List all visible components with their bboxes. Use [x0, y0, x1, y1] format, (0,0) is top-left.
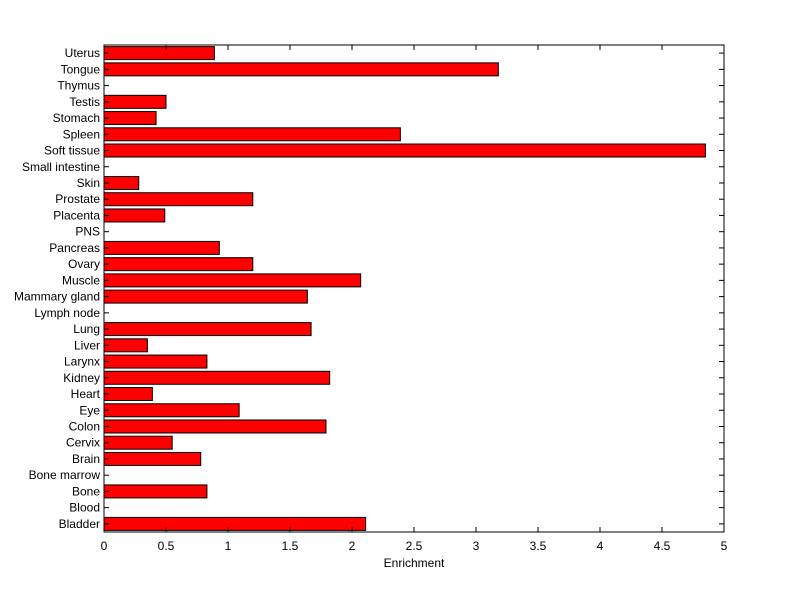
bar-uterus	[103, 46, 215, 61]
y-tick-label: Bone marrow	[29, 468, 101, 482]
y-tick-label: Larynx	[64, 355, 100, 369]
y-tick-label: Thymus	[57, 79, 100, 93]
bar-larynx	[103, 354, 208, 369]
bar-soft-tissue	[103, 143, 706, 158]
x-tick-label: 1.5	[282, 539, 299, 553]
y-tick-label: Small intestine	[22, 160, 100, 174]
y-tick-label: PNS	[75, 225, 100, 239]
x-tick-label: 3.5	[530, 539, 547, 553]
x-tick-label: 5	[721, 539, 728, 553]
ticks-layer	[103, 45, 725, 532]
y-tick-label: Spleen	[63, 127, 100, 141]
y-tick-label: Tongue	[61, 62, 101, 76]
bar-mammary-gland	[103, 289, 308, 304]
y-tick-label: Placenta	[53, 208, 100, 222]
y-tick-label: Colon	[69, 419, 100, 433]
bar-pancreas	[103, 240, 220, 255]
y-tick-label: Uterus	[65, 46, 100, 60]
y-tick-label: Eye	[79, 403, 100, 417]
bars-layer	[103, 46, 706, 531]
bar-liver	[103, 338, 148, 353]
y-tick-label: Testis	[69, 95, 100, 109]
x-tick-label: 4.5	[654, 539, 671, 553]
bar-lung	[103, 322, 312, 337]
y-tick-label: Heart	[71, 387, 101, 401]
bar-bone	[103, 484, 208, 499]
x-tick-label: 0	[101, 539, 108, 553]
y-tick-label: Ovary	[68, 257, 100, 271]
y-tick-label: Pancreas	[49, 241, 100, 255]
x-tick-label: 3	[473, 539, 480, 553]
bar-muscle	[103, 273, 362, 288]
bar-spleen	[103, 127, 401, 142]
y-tick-label: Blood	[69, 501, 100, 515]
y-tick-label: Prostate	[55, 192, 100, 206]
bar-prostate	[103, 192, 254, 207]
y-tick-label: Muscle	[62, 273, 100, 287]
bar-cervix	[103, 435, 173, 450]
x-tick-label: 1	[225, 539, 232, 553]
bar-skin	[103, 175, 140, 190]
x-tick-label: 2	[349, 539, 356, 553]
y-tick-label: Lymph node	[34, 306, 100, 320]
y-tick-label: Bone	[72, 484, 100, 498]
y-tick-label: Cervix	[66, 436, 100, 450]
y-tick-label: Skin	[77, 176, 100, 190]
bar-eye	[103, 403, 240, 418]
y-tick-label: Bladder	[59, 517, 100, 531]
x-tick-label: 4	[597, 539, 604, 553]
labels-layer: Bladder Blood Bone Bone marrow Brain Cervix Co…	[14, 46, 728, 553]
y-tick-label: Kidney	[63, 371, 100, 385]
x-tick-label: 2.5	[406, 539, 423, 553]
bar-ovary	[103, 257, 254, 272]
bar-placenta	[103, 208, 166, 223]
y-tick-label: Lung	[73, 322, 100, 336]
bar-bladder	[103, 516, 367, 531]
bar-heart	[103, 387, 153, 402]
bar-stomach	[103, 111, 157, 126]
bar-testis	[103, 94, 167, 109]
y-tick-label: Stomach	[53, 111, 100, 125]
bar-brain	[103, 451, 202, 466]
x-axis-label: Enrichment	[384, 556, 445, 570]
y-tick-label: Soft tissue	[44, 144, 100, 158]
y-tick-label: Brain	[72, 452, 100, 466]
x-tick-label: 0.5	[158, 539, 175, 553]
bar-colon	[103, 419, 327, 434]
y-tick-label: Liver	[74, 338, 100, 352]
bar-tongue	[103, 62, 499, 77]
bar-kidney	[103, 370, 331, 385]
y-tick-label: Mammary gland	[14, 290, 100, 304]
